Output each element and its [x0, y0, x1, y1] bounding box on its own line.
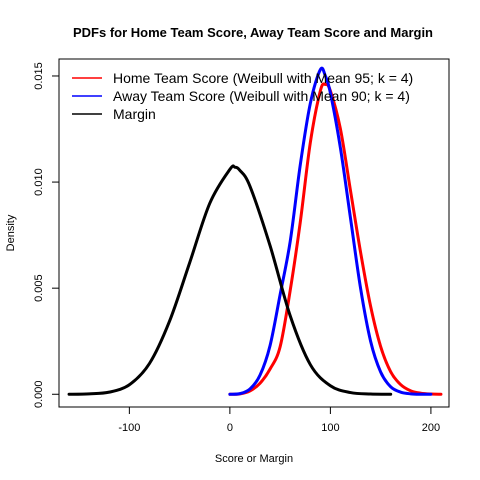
legend-item-margin: Margin [72, 106, 156, 122]
legend-label: Away Team Score (Weibull with Mean 90; k… [113, 88, 410, 104]
x-axis: -100 0 100 200 [118, 406, 440, 434]
x-tick-label: 0 [227, 422, 233, 434]
legend-label: Margin [113, 106, 156, 122]
series-layer [67, 66, 443, 396]
y-tick-label: 0.015 [33, 62, 45, 90]
legend: Home Team Score (Weibull with Mean 95; k… [72, 70, 413, 122]
y-tick-label: 0.010 [33, 168, 45, 196]
y-tick-label: 0.005 [33, 274, 45, 302]
margin-line [67, 164, 393, 396]
y-axis-label: Density [5, 214, 17, 251]
x-axis-label: Score or Margin [215, 453, 293, 465]
legend-item-home-team-score: Home Team Score (Weibull with Mean 95; k… [72, 70, 413, 86]
x-tick-label: -100 [118, 422, 140, 434]
y-tick-label: 0.000 [33, 381, 45, 409]
x-tick-label: 100 [321, 422, 339, 434]
legend-item-away-team-score: Away Team Score (Weibull with Mean 90; k… [72, 88, 410, 104]
legend-label: Home Team Score (Weibull with Mean 95; k… [113, 70, 413, 86]
x-tick-label: 200 [422, 422, 440, 434]
y-axis: 0.000 0.005 0.010 0.015 [33, 62, 60, 409]
away-team-score-line [228, 66, 433, 396]
chart-title: PDFs for Home Team Score, Away Team Scor… [73, 25, 433, 40]
